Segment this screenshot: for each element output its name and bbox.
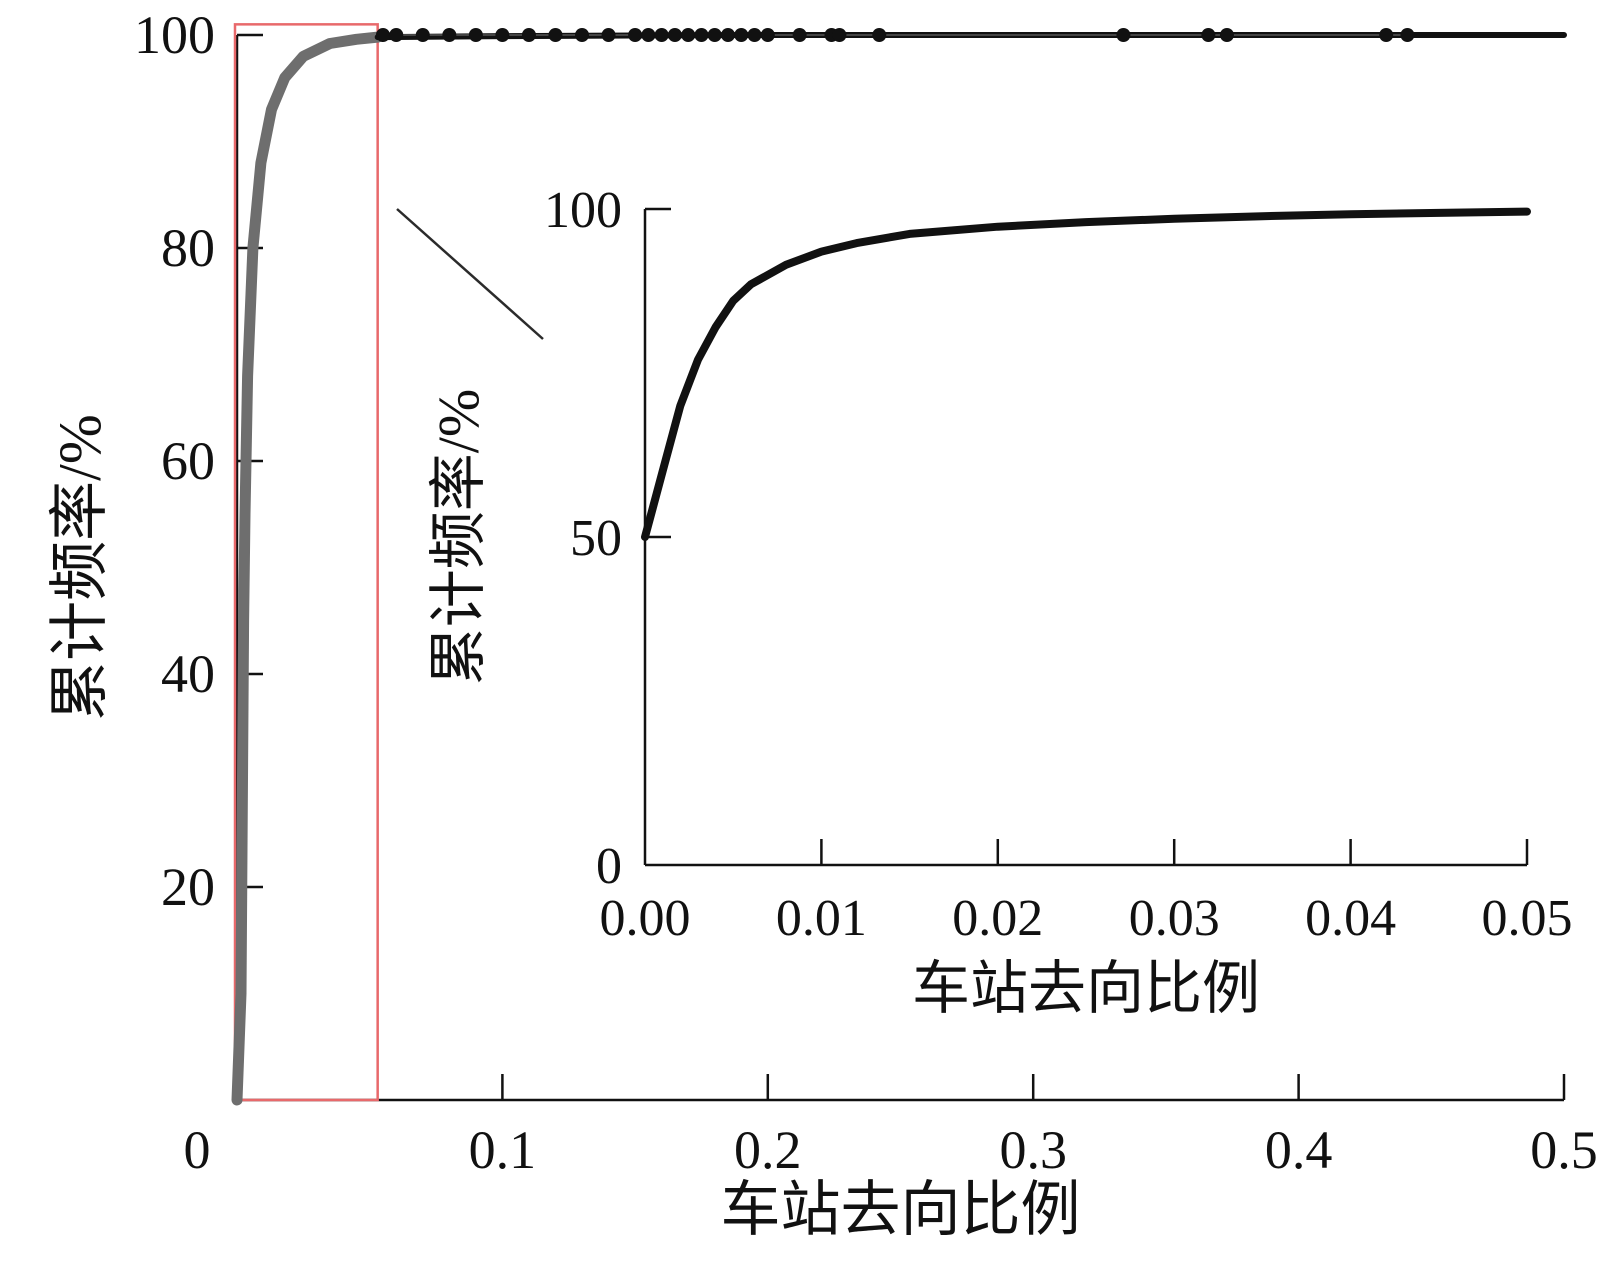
main-x-tick-label: 0.2 — [734, 1120, 802, 1180]
main-data-point — [375, 28, 390, 42]
main-data-point — [707, 28, 722, 42]
main-x-axis-label: 车站去向比例 — [721, 1177, 1081, 1243]
main-data-point — [442, 28, 457, 42]
main-data-point — [1219, 28, 1234, 42]
main-data-point — [575, 28, 590, 42]
inset-series-line — [641, 207, 1531, 541]
inset-x-tick-label: 0.05 — [1482, 890, 1573, 947]
inset-y-axis-label: 累计频率/% — [426, 389, 491, 685]
main-data-point — [681, 28, 696, 42]
main-data-point — [1116, 28, 1131, 42]
main-data-point — [601, 28, 616, 42]
main-y-tick-label: 40 — [161, 644, 215, 704]
main-data-point — [792, 28, 807, 42]
main-data-point — [548, 28, 563, 42]
main-x-tick-label: 0.1 — [469, 1120, 537, 1180]
main-x-tick-label: 0.5 — [1530, 1120, 1598, 1180]
inset-connector-line — [396, 208, 544, 340]
inset-x-tick-label: 0.00 — [600, 890, 691, 947]
main-data-point — [389, 28, 404, 42]
main-y-axis-label: 累计频率/% — [47, 414, 113, 721]
main-data-point — [468, 28, 483, 42]
main-data-point — [832, 28, 847, 42]
main-series-line — [231, 31, 384, 1106]
main-data-point — [495, 28, 510, 42]
main-data-point — [667, 28, 682, 42]
main-y-tick-label: 20 — [161, 857, 215, 917]
main-data-point — [872, 28, 887, 42]
main-y-tick-label: 60 — [161, 431, 215, 491]
inset-x-tick-label: 0.02 — [952, 890, 1043, 947]
main-data-point — [720, 28, 735, 42]
inset-y-tick-label: 100 — [544, 182, 622, 239]
main-data-point — [654, 28, 669, 42]
inset-chart: 0.00 0.01 0.02 0.03 0.04 0.05 0 50 100 车站去向比例 累计频率… — [426, 182, 1573, 1021]
main-y-tick-label: 80 — [161, 218, 215, 278]
inset-x-tick-label: 0.01 — [776, 890, 867, 947]
main-data-point — [1201, 28, 1216, 42]
inset-x-tick-label: 0.03 — [1129, 890, 1220, 947]
main-data-point — [628, 28, 643, 42]
main-data-point — [747, 28, 762, 42]
main-data-point — [694, 28, 709, 42]
inset-y-tick-label: 0 — [596, 838, 622, 895]
main-x-tick-label: 0.3 — [999, 1120, 1067, 1180]
main-chart: 0 0.1 0.2 0.3 0.4 0.5 20 40 60 80 100 车站去向比例 累计频率/% — [47, 5, 1598, 1243]
main-data-point — [734, 28, 749, 42]
main-data-point — [1379, 28, 1394, 42]
inset-x-tick-label: 0.04 — [1305, 890, 1396, 947]
main-x-tick-label: 0 — [184, 1120, 211, 1180]
main-highlight-box — [233, 23, 379, 1102]
main-x-tick-label: 0.4 — [1265, 1120, 1333, 1180]
inset-y-tick-label: 50 — [570, 510, 622, 567]
main-data-point — [1400, 28, 1415, 42]
main-data-point — [521, 28, 536, 42]
main-data-point — [760, 28, 775, 42]
main-y-tick-label: 100 — [134, 5, 215, 65]
main-data-point — [641, 28, 656, 42]
inset-x-axis-label: 车站去向比例 — [912, 956, 1260, 1021]
main-data-point — [415, 28, 430, 42]
